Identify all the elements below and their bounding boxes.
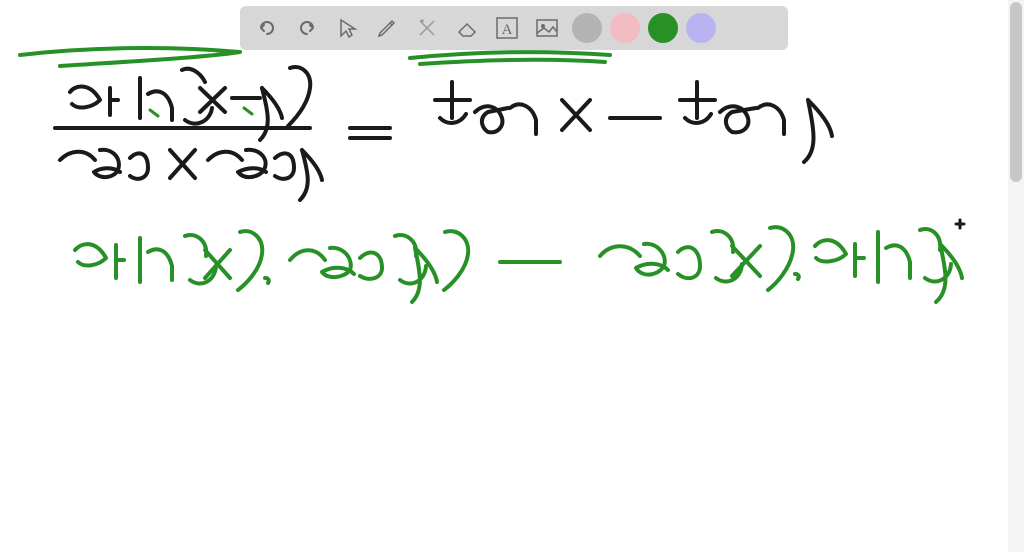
eraser-button[interactable] [450,11,484,45]
redo-button[interactable] [290,11,324,45]
vertical-scrollbar[interactable] [1008,0,1024,552]
color-swatch-lavender[interactable] [686,13,716,43]
image-button[interactable] [530,11,564,45]
image-icon [534,15,560,41]
color-swatch-pink[interactable] [610,13,640,43]
redo-icon [295,16,319,40]
svg-text:A: A [502,22,513,38]
whiteboard-canvas[interactable] [0,0,1008,552]
pointer-icon [335,16,359,40]
tools-button[interactable] [410,11,444,45]
pencil-button[interactable] [370,11,404,45]
pencil-icon [375,16,399,40]
pointer-button[interactable] [330,11,364,45]
eraser-icon [455,16,479,40]
color-swatch-green[interactable] [648,13,678,43]
scrollbar-thumb[interactable] [1010,2,1022,182]
text-button[interactable]: A [490,11,524,45]
undo-icon [255,16,279,40]
drawing-toolbar: A [240,6,788,50]
undo-button[interactable] [250,11,284,45]
tools-icon [415,16,439,40]
text-icon: A [494,15,520,41]
color-swatch-gray[interactable] [572,13,602,43]
